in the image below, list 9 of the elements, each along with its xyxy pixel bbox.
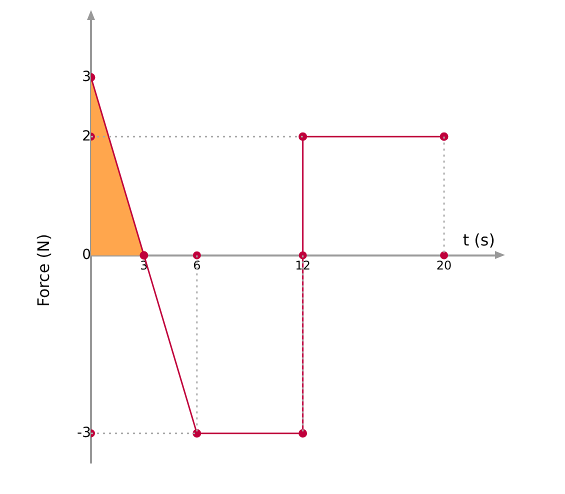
y-tick-label: 2: [82, 128, 91, 144]
x-axis-title: t (s): [462, 230, 495, 250]
x-tick-label: 20: [436, 258, 452, 273]
y-axis-title: Force (N): [34, 234, 54, 307]
x-tick-label: 6: [193, 258, 201, 273]
x-tick-label: 12: [295, 258, 310, 273]
y-tick-label: -3: [77, 424, 91, 441]
y-tick-label: 0: [82, 246, 91, 263]
y-tick-label: 3: [82, 68, 91, 85]
